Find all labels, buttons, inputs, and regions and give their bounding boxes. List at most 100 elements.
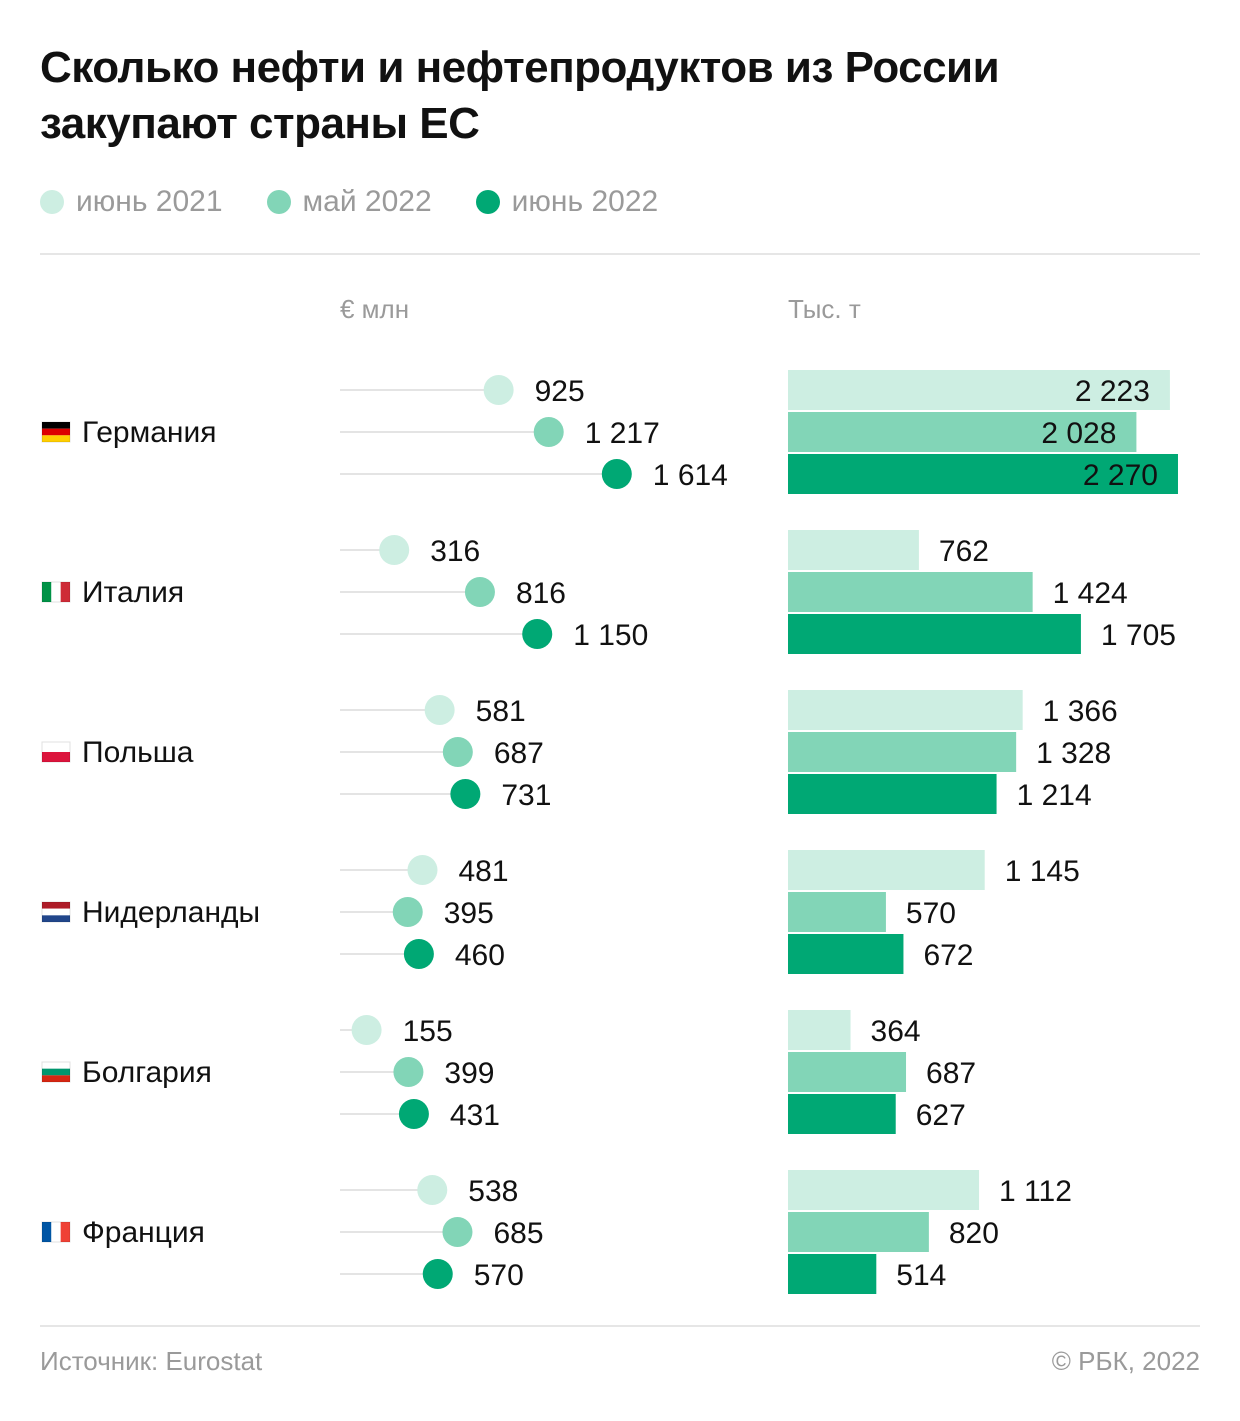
value-label-tonnes-jun-2021: 2 223 <box>1075 375 1150 408</box>
flag-outline <box>41 741 71 763</box>
flag-outline <box>41 1221 71 1243</box>
chart-title: Сколько нефти и нефтепродуктов из России… <box>40 43 1000 148</box>
flag-outline <box>41 901 71 923</box>
flag-stripe <box>42 1075 70 1082</box>
value-label-eur-jun-2022: 1 150 <box>573 619 648 652</box>
bar-jun-2022 <box>788 774 997 814</box>
value-label-eur-jun-2021: 925 <box>535 375 585 408</box>
flag-stripe <box>60 1222 70 1242</box>
country-label: Франция <box>82 1216 205 1249</box>
legend: июнь 2021 май 2022 июнь 2022 <box>40 184 702 220</box>
legend-label-may-2022: май 2022 <box>302 185 432 218</box>
lollipop-dot-may-2022 <box>442 1217 473 1247</box>
bar-may-2022 <box>788 732 1017 772</box>
bar-jun-2021 <box>788 1010 851 1050</box>
lollipop-dot-jun-2022 <box>398 1099 429 1129</box>
value-label-eur-may-2022: 395 <box>444 897 494 930</box>
lollipop-dot-jun-2022 <box>403 939 434 969</box>
flag-stripe <box>42 915 70 922</box>
country-label: Нидерланды <box>82 896 260 929</box>
lollipop-dot-may-2022 <box>464 577 495 607</box>
flag-stripe <box>42 902 70 909</box>
legend-dot-jun-2022 <box>475 190 500 214</box>
lollipop-dot-may-2022 <box>393 1057 424 1087</box>
value-label-tonnes-may-2022: 820 <box>949 1217 999 1250</box>
bar-may-2022 <box>788 412 1137 452</box>
lollipop-dot-jun-2022 <box>601 459 632 489</box>
lollipop-dot-jun-2021 <box>351 1015 382 1045</box>
value-label-tonnes-may-2022: 2 028 <box>1041 417 1116 450</box>
bar-jun-2021 <box>788 1170 980 1210</box>
value-label-eur-may-2022: 685 <box>493 1217 543 1250</box>
lollipop-dot-jun-2021 <box>379 535 410 565</box>
flag-stripe <box>60 582 70 602</box>
bar-may-2022 <box>788 1052 907 1092</box>
value-label-tonnes-jun-2021: 1 112 <box>999 1175 1072 1208</box>
bar-may-2022 <box>788 892 886 932</box>
value-label-eur-jun-2021: 481 <box>458 855 508 888</box>
value-label-eur-jun-2022: 460 <box>455 939 505 972</box>
bar-jun-2021 <box>788 690 1023 730</box>
lollipop-dot-jun-2022 <box>522 619 553 649</box>
value-label-tonnes-jun-2021: 762 <box>939 535 989 568</box>
value-label-tonnes-may-2022: 570 <box>906 897 956 930</box>
top-divider <box>40 253 1200 255</box>
bar-jun-2022 <box>788 614 1081 654</box>
flag-stripe <box>42 752 70 762</box>
value-label-eur-jun-2022: 731 <box>501 779 551 812</box>
value-label-tonnes-jun-2022: 1 214 <box>1017 779 1092 812</box>
legend-item-may-2022: май 2022 <box>266 185 432 219</box>
flag-stripe <box>42 435 70 442</box>
value-label-eur-jun-2022: 1 614 <box>653 459 728 492</box>
country-label: Польша <box>82 736 194 769</box>
flag-stripe <box>51 582 61 602</box>
value-label-tonnes-jun-2021: 1 145 <box>1005 855 1080 888</box>
value-label-eur-may-2022: 816 <box>516 577 566 610</box>
flag-stripe <box>42 582 52 602</box>
bar-jun-2022 <box>788 1094 896 1134</box>
value-label-eur-jun-2022: 570 <box>474 1259 524 1292</box>
lollipop-dot-jun-2022 <box>422 1259 453 1289</box>
flag-stripe <box>42 422 70 429</box>
bar-jun-2021 <box>788 530 919 570</box>
bar-jun-2021 <box>788 370 1170 410</box>
lollipop-dot-may-2022 <box>392 897 423 927</box>
value-label-tonnes-jun-2022: 2 270 <box>1083 459 1158 492</box>
bar-jun-2022 <box>788 934 904 974</box>
unit-label-eur: € млн <box>340 294 410 324</box>
value-label-eur-jun-2021: 155 <box>403 1015 453 1048</box>
value-label-eur-may-2022: 1 217 <box>585 417 660 450</box>
bar-may-2022 <box>788 1212 929 1252</box>
flag-stripe <box>42 742 70 752</box>
flag-outline <box>41 581 71 603</box>
country-label: Болгария <box>82 1056 212 1089</box>
value-label-eur-jun-2021: 316 <box>430 535 480 568</box>
value-label-eur-jun-2021: 581 <box>476 695 526 728</box>
legend-dot-may-2022 <box>266 190 291 214</box>
value-label-tonnes-jun-2021: 364 <box>871 1015 921 1048</box>
value-label-tonnes-jun-2021: 1 366 <box>1043 695 1118 728</box>
legend-dot-jun-2021 <box>40 190 64 214</box>
value-label-tonnes-jun-2022: 514 <box>896 1259 946 1292</box>
value-label-eur-jun-2022: 431 <box>450 1099 500 1132</box>
value-label-tonnes-may-2022: 1 424 <box>1053 577 1128 610</box>
legend-label-jun-2021: июнь 2021 <box>76 185 223 218</box>
lollipop-dot-jun-2021 <box>417 1175 448 1205</box>
value-label-tonnes-may-2022: 1 328 <box>1036 737 1111 770</box>
bottom-divider <box>40 1325 1200 1327</box>
source-note: Источник: Eurostat <box>40 1346 263 1376</box>
country-label: Германия <box>82 416 217 449</box>
flag-stripe <box>42 1062 70 1069</box>
legend-item-jun-2022: июнь 2022 <box>475 185 658 219</box>
flag-outline <box>41 1061 71 1083</box>
flag-stripe <box>42 1068 70 1076</box>
lollipop-dot-jun-2022 <box>450 779 481 809</box>
lollipop-dot-may-2022 <box>442 737 473 767</box>
value-label-eur-jun-2021: 538 <box>468 1175 518 1208</box>
flag-stripe <box>51 1222 61 1242</box>
bar-jun-2021 <box>788 850 985 890</box>
copyright: © РБК, 2022 <box>1051 1346 1200 1376</box>
value-label-eur-may-2022: 399 <box>444 1057 494 1090</box>
flag-stripe <box>42 1222 52 1242</box>
